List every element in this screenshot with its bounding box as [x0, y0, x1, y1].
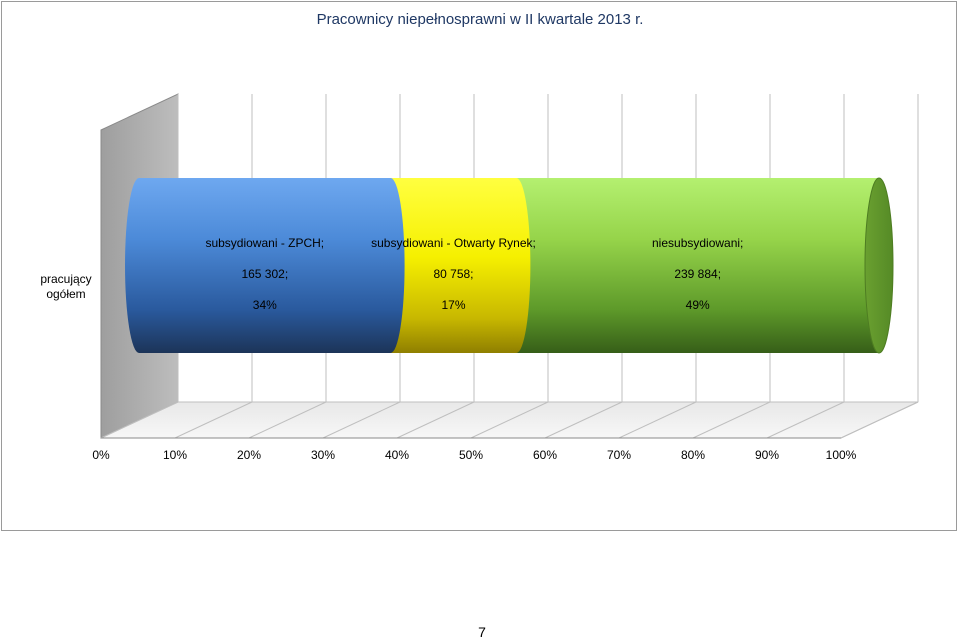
x-tick-label: 100%: [826, 448, 857, 462]
data-labels: subsydiowani - ZPCH; 165 302; 34% subsydiow…: [205, 236, 743, 312]
floor-gridline: [174, 401, 253, 439]
x-tick-label: 20%: [237, 448, 261, 462]
x-tick-label: 80%: [681, 448, 705, 462]
floor-gridline: [248, 401, 327, 439]
value-label: 239 884;: [674, 267, 721, 281]
floor-gridline: [840, 401, 919, 439]
x-tick-label: 10%: [163, 448, 187, 462]
floor-gridline: [544, 401, 623, 439]
bar-end-cap: [864, 177, 894, 354]
series-name-label: niesubsydiowani;: [652, 236, 743, 250]
x-axis-ticks: 0% 10% 20% 30% 40% 50% 60% 70% 80% 90% 100%: [92, 448, 856, 462]
x-tick-label: 50%: [459, 448, 483, 462]
series-name-label: subsydiowani - Otwarty Rynek;: [371, 236, 536, 250]
value-label: 165 302;: [241, 267, 288, 281]
page-number: 7: [478, 624, 486, 640]
x-tick-label: 40%: [385, 448, 409, 462]
floor-gridline: [470, 401, 549, 439]
x-tick-label: 70%: [607, 448, 631, 462]
bars: [125, 177, 894, 354]
floor-gridline: [618, 401, 697, 439]
x-tick-label: 90%: [755, 448, 779, 462]
bar-segment-2: [376, 178, 531, 353]
category-label-line2: ogółem: [46, 287, 85, 301]
percent-label: 49%: [686, 298, 710, 312]
bar-segment-1: [125, 178, 405, 353]
series-name-label: subsydiowani - ZPCH;: [205, 236, 324, 250]
chart-title: Pracownicy niepełnosprawni w II kwartale…: [316, 11, 644, 28]
percent-label: 34%: [253, 298, 277, 312]
floor-gridline: [692, 401, 771, 439]
floor-gridline: [766, 401, 845, 439]
x-tick-label: 60%: [533, 448, 557, 462]
value-label: 80 758;: [433, 267, 473, 281]
x-tick-label: 30%: [311, 448, 335, 462]
floor-gridline: [322, 401, 401, 439]
category-label-line1: pracujący: [40, 272, 91, 286]
floor-gridline: [100, 401, 179, 439]
bar-segment-3: [502, 178, 893, 353]
x-tick-label: 0%: [92, 448, 110, 462]
floor-gridline: [396, 401, 475, 439]
percent-label: 17%: [441, 298, 465, 312]
